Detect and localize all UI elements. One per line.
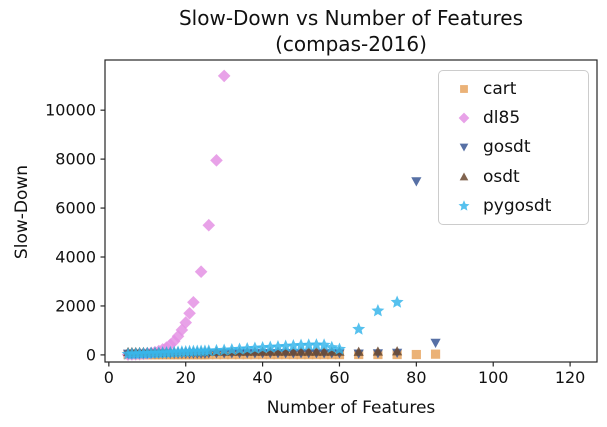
series-pygosdt bbox=[121, 295, 404, 360]
point-dl85 bbox=[187, 295, 200, 309]
axes-frame bbox=[104, 59, 598, 363]
point-osdt bbox=[295, 346, 307, 356]
point-osdt bbox=[280, 346, 291, 356]
chart-title-line1: Slow-Down vs Number of Features bbox=[178, 6, 524, 30]
point-gosdt bbox=[411, 177, 422, 187]
point-pygosdt bbox=[271, 340, 285, 353]
triangle-down-glyph bbox=[459, 144, 469, 152]
point-osdt bbox=[353, 346, 364, 356]
point-pygosdt bbox=[294, 338, 308, 351]
point-pygosdt bbox=[390, 295, 404, 308]
x-tick-label: 120 bbox=[555, 368, 586, 387]
point-gosdt bbox=[430, 338, 441, 348]
point-osdt bbox=[318, 346, 330, 356]
point-cart bbox=[411, 349, 421, 360]
point-pygosdt bbox=[240, 341, 254, 355]
point-osdt bbox=[265, 346, 276, 356]
point-osdt bbox=[257, 346, 268, 356]
point-osdt bbox=[311, 346, 322, 356]
point-pygosdt bbox=[225, 342, 239, 356]
y-axis-label: Slow-Down bbox=[12, 164, 32, 260]
legend-label-dl85: dl85 bbox=[483, 108, 521, 129]
legend-item-gosdt: gosdt bbox=[445, 133, 582, 162]
x-tick-label: 80 bbox=[406, 368, 426, 387]
x-tick-label: 20 bbox=[176, 368, 196, 387]
x-tick-label: 40 bbox=[252, 368, 272, 387]
chart-title-line2: (compas-2016) bbox=[275, 32, 427, 56]
point-cart bbox=[430, 349, 441, 359]
cart-square-icon bbox=[445, 81, 483, 97]
point-dl85 bbox=[179, 316, 193, 329]
legend-label-osdt: osdt bbox=[483, 166, 520, 187]
legend-label-cart: cart bbox=[483, 78, 517, 99]
x-tick-label: 60 bbox=[329, 368, 349, 387]
point-pygosdt bbox=[371, 304, 385, 317]
point-pygosdt bbox=[286, 339, 300, 352]
y-tick-label: 2000 bbox=[55, 296, 96, 315]
point-pygosdt bbox=[256, 341, 270, 354]
point-pygosdt bbox=[352, 322, 366, 335]
triangle-up-glyph bbox=[459, 172, 469, 181]
y-tick-label: 4000 bbox=[55, 248, 96, 267]
star-glyph bbox=[458, 200, 470, 211]
series-gosdt bbox=[122, 177, 441, 359]
dl85-diamond-icon bbox=[445, 110, 483, 126]
point-pygosdt bbox=[333, 342, 346, 355]
y-tick-label: 10000 bbox=[45, 101, 96, 120]
legend-item-pygosdt: pygosdt bbox=[445, 192, 582, 221]
x-tick-label: 0 bbox=[104, 368, 114, 387]
series-dl85 bbox=[121, 69, 231, 361]
diamond-glyph bbox=[458, 112, 470, 124]
point-osdt bbox=[392, 346, 403, 356]
point-osdt bbox=[272, 346, 284, 356]
point-pygosdt bbox=[279, 339, 293, 352]
point-pygosdt bbox=[317, 338, 331, 351]
point-pygosdt bbox=[263, 340, 277, 353]
y-tick-label: 8000 bbox=[55, 150, 96, 169]
chart-title: Slow-Down vs Number of Features (compas-… bbox=[105, 5, 597, 57]
point-dl85 bbox=[183, 306, 196, 320]
point-dl85 bbox=[194, 265, 208, 278]
point-osdt bbox=[288, 346, 299, 356]
point-dl85 bbox=[202, 218, 216, 232]
legend-item-dl85: dl85 bbox=[445, 103, 582, 132]
point-pygosdt bbox=[309, 338, 323, 351]
point-pygosdt bbox=[217, 343, 231, 356]
gosdt-triangle-down-icon bbox=[445, 139, 483, 155]
point-pygosdt bbox=[302, 338, 316, 351]
point-dl85 bbox=[210, 154, 223, 167]
point-osdt bbox=[303, 346, 314, 356]
legend: cart dl85 gosdt osdt pygosdt bbox=[438, 70, 589, 225]
point-pygosdt bbox=[248, 341, 262, 354]
legend-item-osdt: osdt bbox=[445, 162, 582, 191]
point-osdt bbox=[326, 346, 337, 356]
square-glyph bbox=[460, 84, 468, 93]
x-tick-label: 100 bbox=[478, 368, 509, 387]
point-pygosdt bbox=[325, 340, 339, 354]
osdt-triangle-up-icon bbox=[445, 169, 483, 185]
legend-item-cart: cart bbox=[445, 74, 582, 103]
point-dl85 bbox=[217, 69, 231, 83]
point-pygosdt bbox=[233, 342, 246, 355]
y-tick-label: 6000 bbox=[55, 199, 96, 218]
point-pygosdt bbox=[202, 344, 216, 357]
pygosdt-star-icon bbox=[445, 198, 483, 214]
y-tick-label: 0 bbox=[86, 345, 96, 364]
legend-label-gosdt: gosdt bbox=[483, 137, 531, 158]
point-osdt bbox=[372, 346, 384, 356]
legend-label-pygosdt: pygosdt bbox=[483, 196, 552, 217]
x-axis-label: Number of Features bbox=[266, 398, 436, 418]
point-pygosdt bbox=[210, 343, 223, 357]
